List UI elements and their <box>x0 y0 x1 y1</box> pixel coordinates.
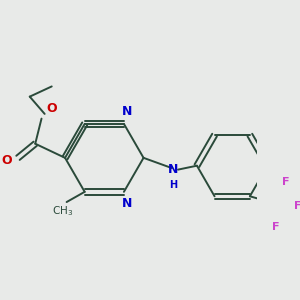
Text: F: F <box>282 177 290 187</box>
Text: F: F <box>294 202 300 212</box>
Text: N: N <box>122 197 132 210</box>
Text: N: N <box>168 163 178 176</box>
Text: H: H <box>169 180 177 190</box>
Text: N: N <box>122 105 132 119</box>
Text: O: O <box>2 154 13 167</box>
Text: O: O <box>46 103 57 116</box>
Text: F: F <box>272 222 280 232</box>
Text: CH$_3$: CH$_3$ <box>52 204 73 218</box>
